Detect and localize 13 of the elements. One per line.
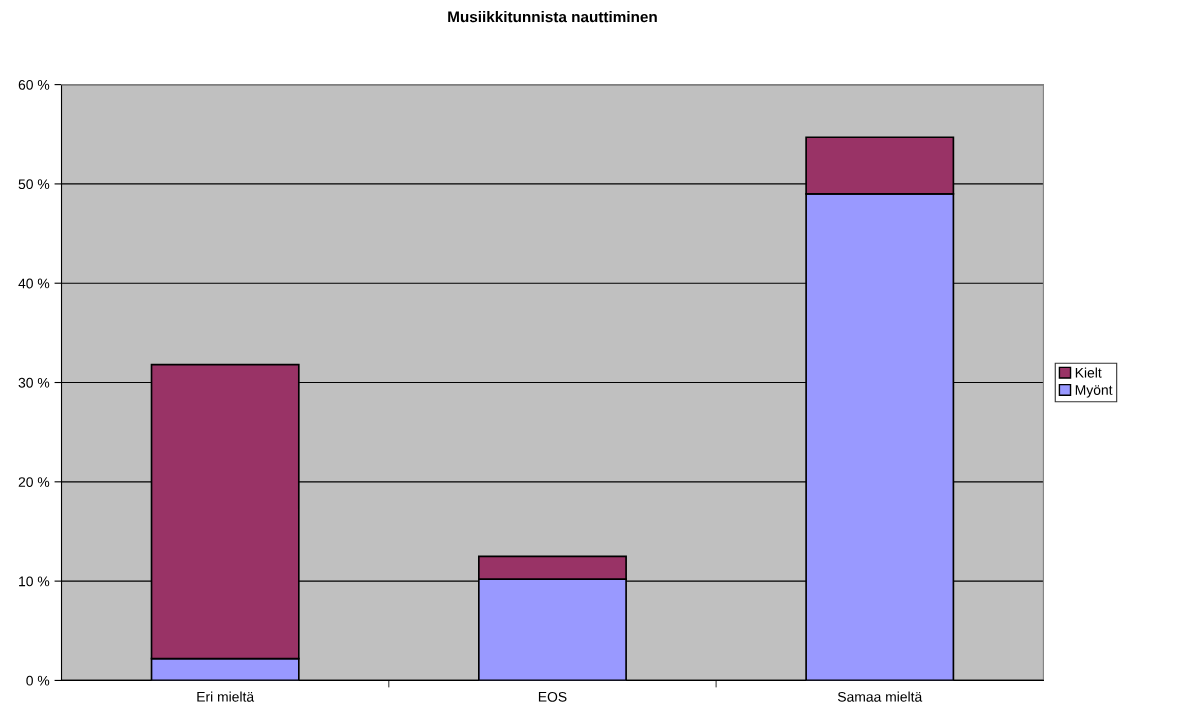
y-tick-label: 0 % [26, 675, 50, 686]
y-tick-label: 50 % [18, 179, 50, 190]
y-tick-label: 20 % [18, 477, 50, 487]
x-tick-label: EOS [538, 691, 567, 702]
chart-title: Musiikkitunnista nauttiminen [448, 11, 657, 23]
x-tick-label: Eri mieltä [197, 691, 255, 702]
x-tick-label: Samaa mieltä [837, 691, 923, 702]
legend-label: Kielt [1075, 367, 1102, 378]
y-tick-label: 40 % [18, 278, 50, 289]
y-tick-label: 30 % [18, 377, 50, 388]
y-tick-label: 60 % [18, 79, 50, 90]
legend-label: Myönt [1075, 385, 1113, 398]
y-tick-label: 10 % [19, 576, 50, 587]
